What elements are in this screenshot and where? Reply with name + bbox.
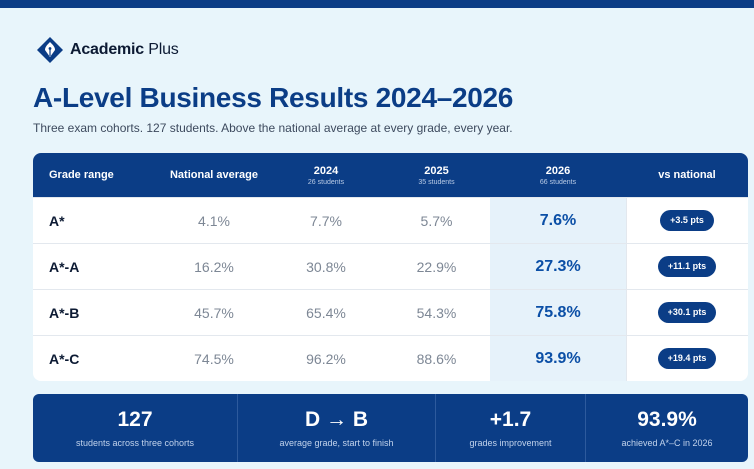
national-average-cell: 45.7% (194, 304, 234, 321)
vs-national-cell: +30.1 pts (626, 290, 748, 335)
header-2026: 2026 66 students (490, 153, 626, 197)
stats-banner: 127 students across three cohorts D → B … (33, 394, 748, 462)
year-2025-cell: 22.9% (416, 258, 457, 275)
stat-average-grade: D → B average grade, start to finish (238, 394, 435, 462)
vs-national-cell: +11.1 pts (626, 244, 748, 289)
national-average-cell: 4.1% (198, 212, 230, 229)
year-2024-cell: 65.4% (306, 304, 346, 321)
header-national-average: National average (159, 153, 269, 197)
brand-name-bold: Academic (70, 41, 144, 58)
results-table: Grade range National average 2024 26 stu… (33, 153, 748, 381)
page-subtitle: Three exam cohorts. 127 students. Above … (33, 121, 513, 135)
stat-divider (585, 394, 586, 462)
header-vs-national: vs national (626, 153, 748, 197)
brand-name: Academic Plus (70, 41, 179, 59)
header-2026-label: 2026 (545, 164, 571, 177)
grade-cell: A* (49, 212, 65, 229)
header-grade-range-label: Grade range (49, 169, 114, 181)
year-2025-cell: 5.7% (420, 212, 453, 229)
year-2026-cell: 7.6% (490, 198, 626, 243)
vs-national-cell: +3.5 pts (626, 198, 748, 243)
grade-cell: A*-B (49, 304, 80, 321)
column-divider (626, 197, 627, 381)
year-2026-cell: 75.8% (490, 290, 626, 335)
brand-name-rest: Plus (148, 41, 179, 58)
brand[interactable]: Academic Plus (36, 36, 179, 64)
stat-divider (237, 394, 238, 462)
header-2024-sub: 26 students (307, 178, 345, 186)
vs-national-badge: +11.1 pts (657, 256, 717, 277)
vs-national-badge: +19.4 pts (657, 348, 717, 369)
header-vs-national-label: vs national (658, 169, 716, 181)
grade-cell: A*-C (49, 350, 80, 367)
table-row: A* 4.1% 7.7% 5.7% 7.6% +3.5 pts (33, 197, 748, 243)
header-2025: 2025 35 students (383, 153, 490, 197)
header-2025-sub: 35 students (418, 178, 455, 186)
stat-students: 127 students across three cohorts (33, 394, 237, 462)
stat-label: grades improvement (469, 437, 552, 448)
header-2025-label: 2025 (424, 164, 449, 177)
year-2024-cell: 30.8% (306, 258, 346, 275)
stat-value: +1.7 (489, 408, 532, 432)
table-row: A*-A 16.2% 30.8% 22.9% 27.3% +11.1 pts (33, 243, 748, 289)
grade-cell: A*-A (49, 258, 80, 275)
vs-national-cell: +19.4 pts (626, 336, 748, 381)
page-title: A-Level Business Results 2024–2026 (33, 82, 514, 113)
stat-value: D → B (305, 408, 368, 432)
vs-national-badge: +3.5 pts (660, 210, 714, 231)
table-header: Grade range National average 2024 26 stu… (33, 153, 748, 197)
table-row: A*-C 74.5% 96.2% 88.6% 93.9% +19.4 pts (33, 335, 748, 381)
stat-divider (435, 394, 436, 462)
header-grade-range: Grade range (33, 153, 159, 197)
stat-value: 127 (117, 408, 153, 432)
year-2024-cell: 96.2% (306, 350, 346, 367)
national-average-cell: 16.2% (194, 258, 234, 275)
year-2025-cell: 54.3% (416, 304, 457, 321)
stat-grades-improvement: +1.7 grades improvement (436, 394, 585, 462)
stat-label: students across three cohorts (75, 437, 195, 448)
year-2025-cell: 88.6% (416, 350, 457, 367)
year-2024-cell: 7.7% (310, 212, 342, 229)
stat-value: 93.9% (637, 408, 697, 432)
header-2026-sub: 66 students (539, 178, 577, 186)
header-2024-label: 2024 (313, 164, 339, 177)
stat-label: achieved A*–C in 2026 (621, 437, 713, 448)
year-2026-cell: 27.3% (490, 244, 626, 289)
stat-achieved-a-c: 93.9% achieved A*–C in 2026 (586, 394, 748, 462)
table-row: A*-B 45.7% 65.4% 54.3% 75.8% +30.1 pts (33, 289, 748, 335)
fountain-pen-nib-diamond-icon (37, 37, 63, 63)
vs-national-badge: +30.1 pts (657, 302, 717, 323)
top-accent-bar (0, 0, 754, 8)
header-national-average-label: National average (169, 169, 259, 181)
year-2026-cell: 93.9% (490, 336, 626, 381)
header-2024: 2024 26 students (269, 153, 383, 197)
stat-label: average grade, start to finish (279, 437, 394, 448)
national-average-cell: 74.5% (194, 350, 234, 367)
